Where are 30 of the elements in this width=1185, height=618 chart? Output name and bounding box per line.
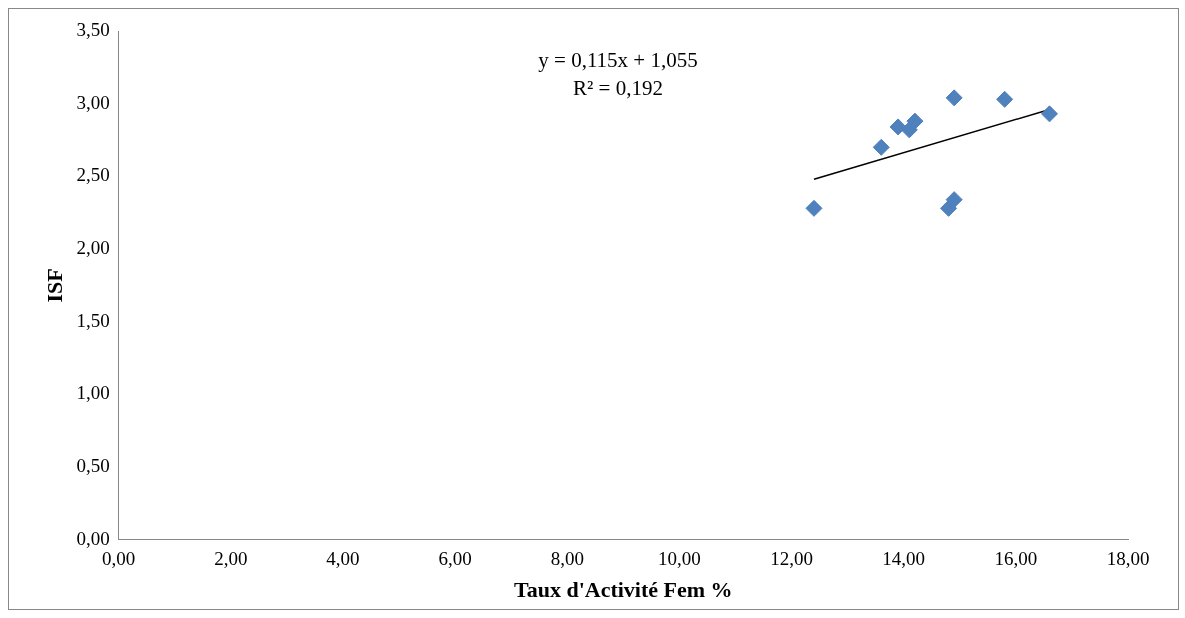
y-tick-label: 1,00 bbox=[76, 382, 110, 404]
annotation: y = 0,115x + 1,055 bbox=[538, 47, 698, 72]
point bbox=[945, 89, 963, 107]
x-tick-label: 6,00 bbox=[438, 548, 472, 570]
y-tick-label: 0,00 bbox=[76, 527, 110, 549]
point bbox=[945, 191, 963, 209]
point bbox=[996, 90, 1014, 108]
x-tick-label: 18,00 bbox=[1106, 548, 1150, 570]
x-tick-label: 10,00 bbox=[658, 548, 701, 570]
point bbox=[805, 199, 823, 217]
x-tick-label: 14,00 bbox=[882, 548, 926, 570]
x-tick-label: 16,00 bbox=[994, 548, 1038, 570]
y-tick-label: 2,50 bbox=[76, 164, 110, 186]
y-tick-label: 2,00 bbox=[76, 237, 110, 259]
point bbox=[889, 118, 907, 136]
y-tick-label: 0,50 bbox=[76, 455, 110, 477]
point bbox=[1040, 105, 1058, 123]
x-tick-label: 4,00 bbox=[326, 548, 360, 570]
x-tick-label: 0,00 bbox=[102, 548, 136, 570]
point bbox=[906, 112, 924, 130]
x-tick-label: 2,00 bbox=[214, 548, 248, 570]
annotation: R² = 0,192 bbox=[573, 75, 663, 100]
y-tick-label: 3,50 bbox=[76, 18, 110, 40]
y-tick-label: 3,00 bbox=[76, 91, 110, 113]
x-tick-label: 12,00 bbox=[770, 548, 813, 570]
point bbox=[872, 138, 890, 156]
y-tick-label: 1,50 bbox=[76, 309, 110, 331]
x-tick-label: 8,00 bbox=[550, 548, 584, 570]
y-axis-title: ISF bbox=[41, 268, 67, 303]
x-axis-title: Taux d'Activité Fem % bbox=[514, 577, 733, 603]
